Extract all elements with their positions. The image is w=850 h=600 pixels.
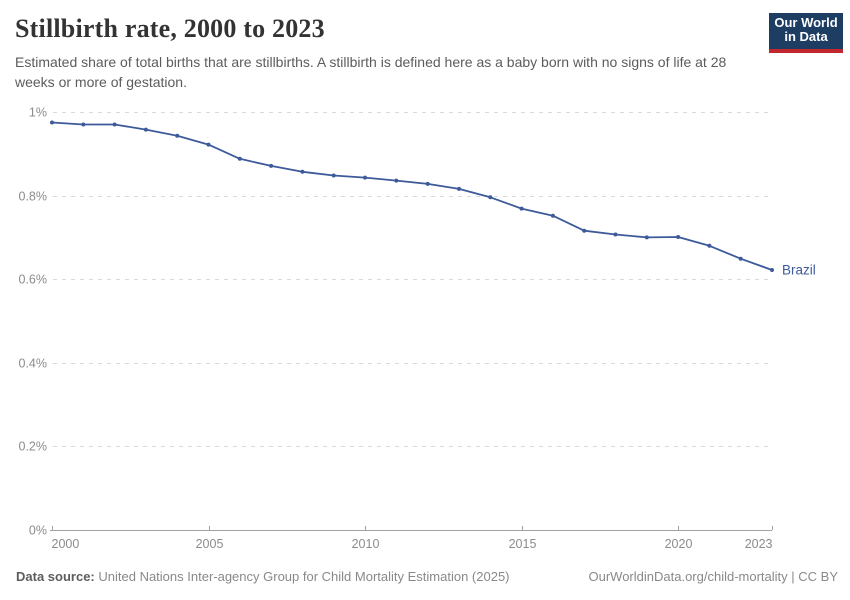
x-tick-label: 2023 xyxy=(745,537,773,551)
brazil-trend-line[interactable] xyxy=(51,121,773,271)
x-tick-label: 2000 xyxy=(52,537,80,551)
data-point-2021[interactable] xyxy=(707,243,712,248)
data-point-2020[interactable] xyxy=(676,235,681,239)
data-point-2007[interactable] xyxy=(269,163,274,168)
data-point-2006[interactable] xyxy=(237,156,242,161)
owid-logo[interactable]: Our World in Data xyxy=(769,13,843,53)
data-point-2018[interactable] xyxy=(613,232,618,237)
data-point-2011[interactable] xyxy=(394,178,399,183)
y-tick-label: 0.6% xyxy=(19,273,48,287)
data-point-2009[interactable] xyxy=(331,173,336,178)
owid-citation-link[interactable]: OurWorldinData.org/child-mortality | CC … xyxy=(588,569,839,584)
data-point-2012[interactable] xyxy=(425,181,430,186)
data-point-2008[interactable] xyxy=(300,169,305,174)
x-tick-label: 2015 xyxy=(509,537,537,551)
data-point-2001[interactable] xyxy=(81,122,86,127)
data-point-2016[interactable] xyxy=(550,213,555,218)
x-tick-label: 2005 xyxy=(196,537,224,551)
data-point-2013[interactable] xyxy=(457,186,461,191)
data-point-2002[interactable] xyxy=(112,122,117,127)
data-point-2004[interactable] xyxy=(175,133,180,138)
data-point-2005[interactable] xyxy=(206,142,211,147)
data-point-2017[interactable] xyxy=(582,228,587,233)
data-point-2000[interactable] xyxy=(50,120,54,125)
data-point-2010[interactable] xyxy=(363,175,367,180)
chart-title: Stillbirth rate, 2000 to 2023 xyxy=(15,14,325,43)
line-chart-canvas[interactable]: 1% 0.8% 0.6% 0.4% 0.2% 0% 2000 2005 2010 2015 2020… xyxy=(0,95,850,565)
owid-logo-line2: in Data xyxy=(784,29,828,44)
data-point-2023[interactable] xyxy=(770,268,774,272)
y-tick-label: 1% xyxy=(29,106,47,120)
entity-label-brazil[interactable]: Brazil xyxy=(782,263,816,278)
data-point-2022[interactable] xyxy=(738,256,743,261)
y-tick-label: 0.2% xyxy=(19,440,48,454)
x-tick-label: 2020 xyxy=(665,537,693,551)
data-source: Data source: United Nations Inter-agency… xyxy=(16,569,510,584)
x-tick-label: 2010 xyxy=(352,537,380,551)
y-tick-label: 0% xyxy=(29,524,47,538)
data-point-2019[interactable] xyxy=(644,235,649,240)
data-source-label: Data source: xyxy=(16,569,95,584)
chart-subtitle: Estimated share of total births that are… xyxy=(15,54,727,90)
data-point-2014[interactable] xyxy=(488,195,493,200)
data-source-text: United Nations Inter-agency Group for Ch… xyxy=(98,569,510,584)
data-point-2003[interactable] xyxy=(143,127,148,132)
data-point-2015[interactable] xyxy=(519,206,524,211)
y-tick-label: 0.8% xyxy=(19,190,48,204)
owid-logo-line1: Our World xyxy=(774,15,838,30)
y-tick-label: 0.4% xyxy=(19,357,48,371)
